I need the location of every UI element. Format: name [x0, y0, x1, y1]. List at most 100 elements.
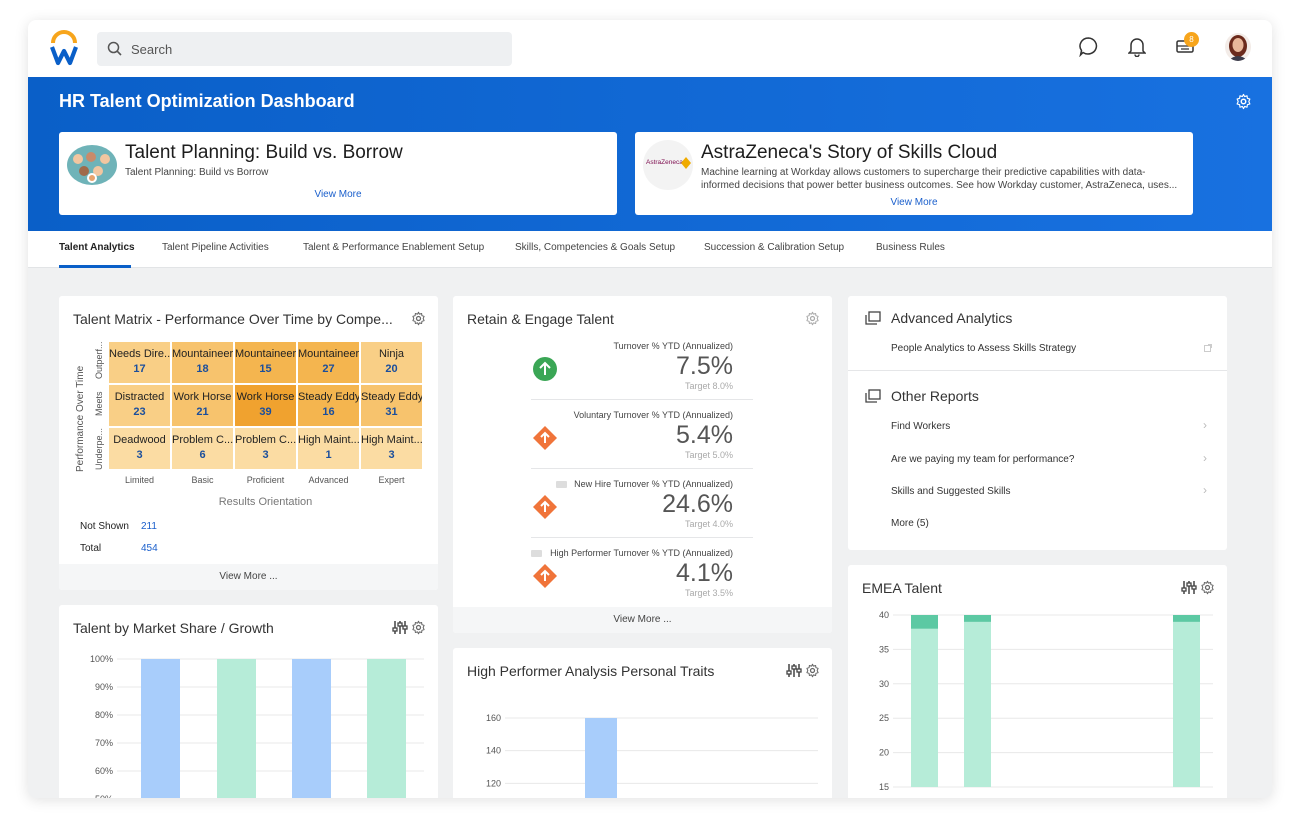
x-label-expert: Expert	[378, 475, 405, 485]
promo-subtitle-line-1: Machine learning at Workday allows custo…	[701, 167, 1146, 178]
matrix-cell[interactable]: Needs Dire... 17	[109, 342, 170, 383]
bar-segment[interactable]	[964, 621, 991, 787]
bar-segment[interactable]	[911, 615, 938, 629]
search-bar[interactable]: Search	[97, 32, 512, 66]
matrix-cell[interactable]: Mountaineer 27	[298, 342, 359, 383]
matrix-cell-label: Ninja	[378, 348, 405, 360]
matrix-cell[interactable]: Distracted 23	[109, 385, 170, 426]
matrix-cell[interactable]: Ninja 20	[361, 342, 422, 383]
matrix-cell[interactable]: High Maint... 1	[298, 428, 359, 469]
tab-skills-competencies-goals-setup[interactable]: Skills, Competencies & Goals Setup	[515, 242, 676, 253]
filter-sliders-icon[interactable]	[1181, 580, 1197, 595]
tab-talent-performance-enablement-setup[interactable]: Talent & Performance Enablement Setup	[303, 242, 485, 253]
search-input[interactable]: Search	[131, 42, 173, 57]
top-bar: Search 8	[28, 20, 1272, 77]
matrix-cell[interactable]: Work Horse 21	[172, 385, 233, 426]
view-more-link[interactable]: View More	[314, 189, 362, 200]
matrix-cell[interactable]: High Maint... 3	[361, 428, 422, 469]
metric-value[interactable]: 7.5%	[676, 352, 733, 380]
settings-gear-icon[interactable]	[411, 620, 426, 635]
bar-segment[interactable]	[217, 659, 256, 798]
bar-segment[interactable]	[585, 718, 617, 798]
report-link-find-workers[interactable]: Find Workers	[891, 421, 951, 432]
bar-segment[interactable]	[141, 659, 180, 798]
external-link-icon[interactable]	[1204, 344, 1212, 352]
x-label-advanced: Advanced	[308, 475, 349, 485]
chevron-right-icon[interactable]: ›	[1203, 418, 1207, 432]
y-tick-label: 140	[486, 746, 501, 756]
chevron-right-icon[interactable]: ›	[1203, 451, 1207, 465]
bar-segment[interactable]	[292, 659, 331, 798]
bar-segment[interactable]	[911, 628, 938, 787]
emea-talent-panel: EMEA Talent 40 35 30 25 20 15	[848, 565, 1227, 798]
emea-talent-chart: 40 35 30 25 20 15	[879, 610, 1213, 792]
matrix-cell-count: 1	[325, 449, 332, 461]
matrix-cell-label: Deadwood	[113, 434, 166, 446]
metric-value[interactable]: 24.6%	[662, 490, 733, 518]
view-more-footer[interactable]: View More ...	[453, 607, 832, 633]
settings-gear-icon[interactable]	[805, 663, 820, 678]
personal-traits-chart: 160140120100	[486, 713, 818, 798]
bar-segment[interactable]	[1173, 615, 1200, 622]
view-more-footer[interactable]: View More ...	[59, 564, 438, 590]
avatar[interactable]	[1225, 33, 1251, 61]
divider	[848, 370, 1227, 371]
report-link-pay-for-performance[interactable]: Are we paying my team for performance?	[891, 454, 1075, 465]
chat-icon[interactable]	[1078, 36, 1099, 57]
workday-logo[interactable]	[48, 30, 80, 66]
talent-matrix-panel: Talent Matrix - Performance Over Time by…	[59, 296, 438, 590]
matrix-cell[interactable]: Work Horse 39	[235, 385, 296, 426]
matrix-cell-count: 39	[259, 406, 272, 418]
tab-talent-pipeline-activities[interactable]: Talent Pipeline Activities	[162, 242, 269, 253]
chevron-right-icon[interactable]: ›	[1203, 483, 1207, 497]
matrix-cell[interactable]: Mountaineer 18	[172, 342, 233, 383]
metric-value[interactable]: 5.4%	[676, 421, 733, 449]
matrix-cell-count: 3	[388, 449, 395, 461]
matrix-cell-label: Mountaineer	[298, 348, 359, 360]
settings-gear-icon[interactable]	[1200, 580, 1215, 595]
reports-panel: Advanced Analytics People Analytics to A…	[848, 296, 1227, 550]
y-tick-label: 35	[879, 644, 889, 654]
bar-segment[interactable]	[367, 659, 406, 798]
active-tab-indicator	[59, 265, 131, 268]
more-reports-link[interactable]: More (5)	[891, 518, 929, 529]
settings-gear-icon[interactable]	[1235, 93, 1252, 110]
not-shown-value[interactable]: 211	[141, 521, 157, 532]
tab-business-rules[interactable]: Business Rules	[876, 242, 945, 253]
promo-card-astrazeneca[interactable]: AstraZeneca AstraZeneca's Story of Skill…	[635, 132, 1193, 215]
bell-icon[interactable]	[1128, 36, 1146, 57]
row-label-underperform: Underpe...	[94, 427, 104, 470]
row-label-outperform: Outperf...	[94, 341, 104, 379]
metric-target: Target 4.0%	[684, 519, 733, 529]
tab-succession-calibration-setup[interactable]: Succession & Calibration Setup	[704, 242, 845, 253]
matrix-cell[interactable]: Mountaineer 15	[235, 342, 296, 383]
promo-card-talent-planning[interactable]: Talent Planning: Build vs. Borrow Talent…	[59, 132, 617, 215]
bar-segment[interactable]	[964, 615, 991, 622]
matrix-cell[interactable]: Problem C... 3	[235, 428, 296, 469]
view-more-link[interactable]: View More	[890, 197, 938, 208]
metric-target: Target 8.0%	[684, 381, 733, 391]
matrix-cell-label: High Maint...	[361, 434, 422, 446]
bar-segment[interactable]	[1173, 621, 1200, 787]
filter-sliders-icon[interactable]	[392, 620, 408, 635]
divider	[531, 468, 753, 469]
matrix-cell[interactable]: Steady Eddy 16	[298, 385, 359, 426]
filter-sliders-icon[interactable]	[786, 663, 802, 678]
report-link-skills[interactable]: Skills and Suggested Skills	[891, 486, 1011, 497]
y-tick-label: 80%	[95, 710, 113, 720]
matrix-cell[interactable]: Problem C... 6	[172, 428, 233, 469]
matrix-cell-label: Steady Eddy	[361, 391, 422, 403]
matrix-cell-count: 21	[196, 406, 209, 418]
matrix-cell[interactable]: Steady Eddy 31	[361, 385, 422, 426]
tab-talent-analytics[interactable]: Talent Analytics	[59, 242, 135, 253]
other-reports-heading: Other Reports	[891, 388, 979, 404]
matrix-cell-label: Mountaineer	[172, 348, 233, 360]
report-link-people-analytics[interactable]: People Analytics to Assess Skills Strate…	[891, 343, 1077, 354]
matrix-cell[interactable]: Deadwood 3	[109, 428, 170, 469]
settings-gear-icon[interactable]	[411, 311, 426, 326]
metric-value[interactable]: 4.1%	[676, 559, 733, 587]
promo-title: Talent Planning: Build vs. Borrow	[125, 142, 403, 163]
settings-gear-icon[interactable]	[805, 311, 820, 326]
arrow-up-diamond-icon	[533, 426, 557, 450]
total-value[interactable]: 454	[141, 543, 158, 554]
